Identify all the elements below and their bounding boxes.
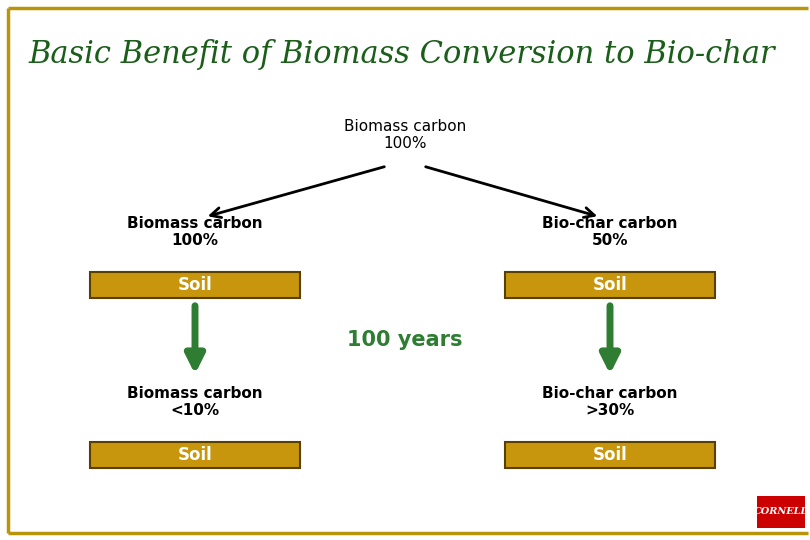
Text: Basic Benefit of Biomass Conversion to Bio-char: Basic Benefit of Biomass Conversion to B… xyxy=(28,39,774,71)
FancyBboxPatch shape xyxy=(90,442,300,468)
Text: 50%: 50% xyxy=(592,233,629,248)
Text: Biomass carbon: Biomass carbon xyxy=(127,386,262,401)
Text: >30%: >30% xyxy=(586,403,634,418)
Text: 100%: 100% xyxy=(383,136,427,151)
Text: 100%: 100% xyxy=(172,233,219,248)
Text: Bio-char carbon: Bio-char carbon xyxy=(542,386,678,401)
Text: Soil: Soil xyxy=(593,276,628,294)
Text: Biomass carbon: Biomass carbon xyxy=(344,119,466,134)
FancyBboxPatch shape xyxy=(757,496,805,528)
Text: Bio-char carbon: Bio-char carbon xyxy=(542,216,678,231)
Text: Soil: Soil xyxy=(593,446,628,464)
Text: 100 years: 100 years xyxy=(347,330,463,350)
FancyBboxPatch shape xyxy=(90,272,300,298)
Text: Soil: Soil xyxy=(177,276,212,294)
Text: CORNELL: CORNELL xyxy=(754,508,808,516)
FancyBboxPatch shape xyxy=(505,272,715,298)
FancyBboxPatch shape xyxy=(505,442,715,468)
Text: Biomass carbon: Biomass carbon xyxy=(127,216,262,231)
Text: <10%: <10% xyxy=(170,403,220,418)
Text: Soil: Soil xyxy=(177,446,212,464)
